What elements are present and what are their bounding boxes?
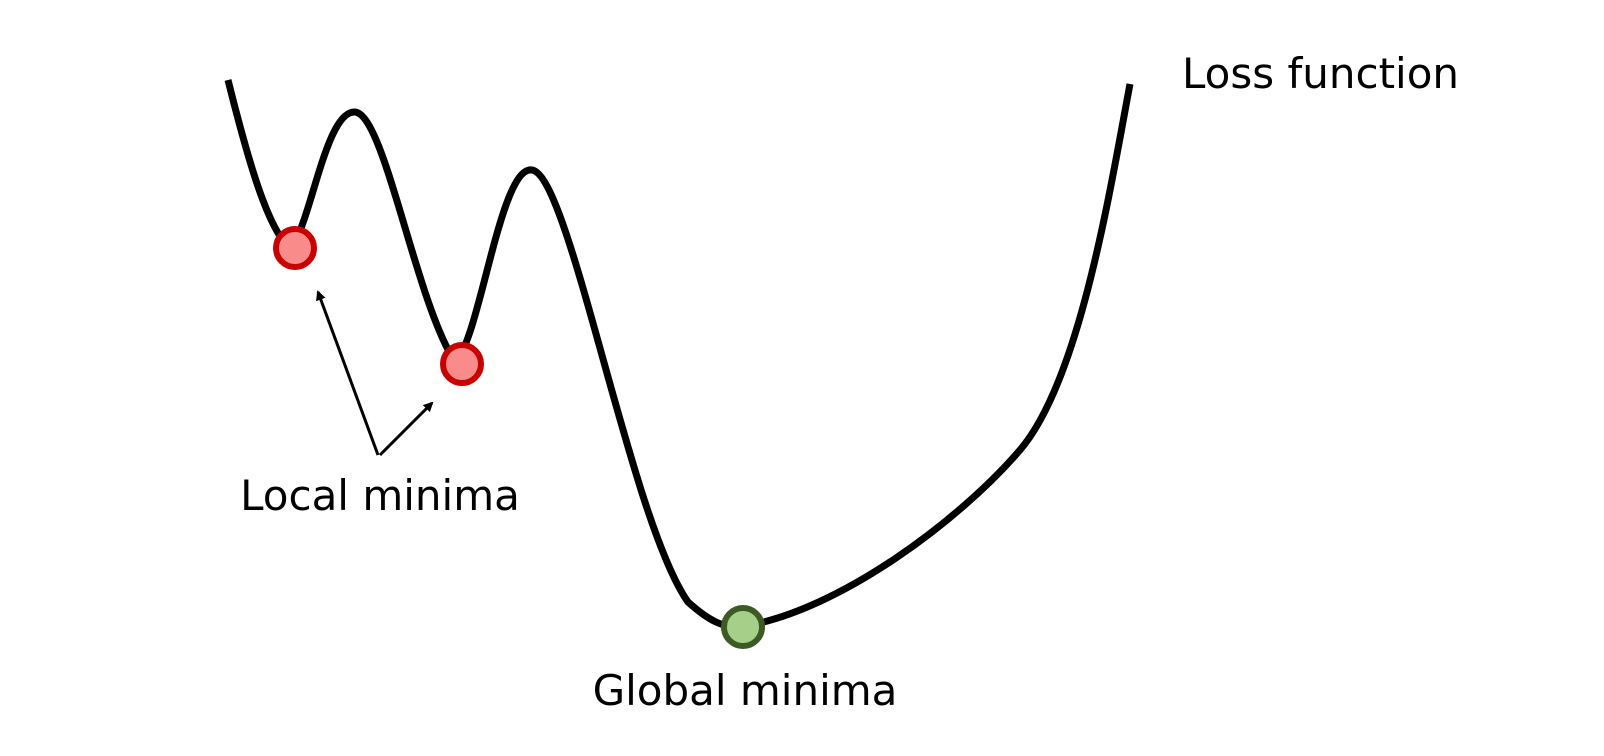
loss-curve (224, 79, 1134, 631)
arrow-to-local-minimum-2 (378, 401, 434, 457)
global-minimum-marker (721, 605, 765, 649)
local-minimum-marker-1 (273, 226, 317, 270)
curve-title-label: Loss function (1182, 49, 1459, 98)
local-minimum-marker-2 (440, 342, 484, 386)
arrow-to-local-minimum-1 (316, 290, 380, 456)
local-minima-label: Local minima (240, 471, 520, 520)
global-minima-label: Global minima (593, 666, 898, 715)
